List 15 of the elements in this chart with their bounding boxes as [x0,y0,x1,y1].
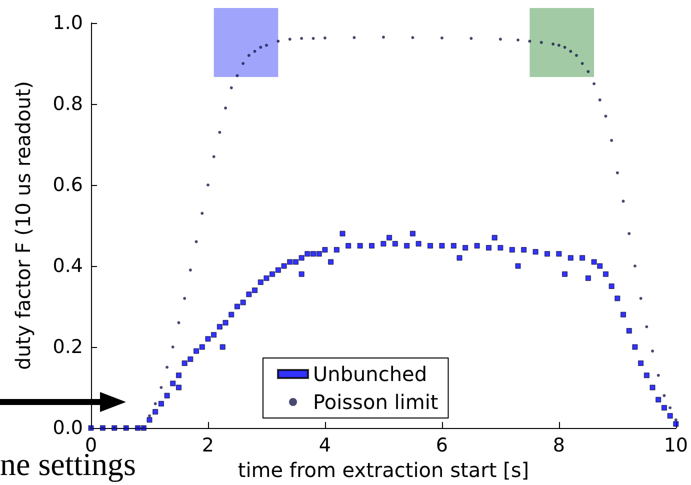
legend-label: Poisson limit [313,390,438,414]
y-axis-title: duty factor F (10 us readout) [11,81,35,370]
y-tick-label: 1.0 [52,12,83,34]
y-tick-label: 0.6 [52,174,83,196]
y-tick-label: 0.0 [52,417,83,439]
x-axis-title: time from extraction start [s] [238,458,530,482]
x-tick-label: 2 [202,434,214,456]
x-tick-label: 6 [436,434,448,456]
legend-label: Unbunched [313,362,428,386]
y-tick-label: 0.4 [52,255,83,277]
x-tick-label: 4 [318,434,332,456]
y-tick-label: 0.2 [52,336,83,358]
x-tick-label: 8 [552,434,565,456]
y-tick-label: 0.8 [52,93,83,115]
x-tick-label: 10 [664,434,688,456]
